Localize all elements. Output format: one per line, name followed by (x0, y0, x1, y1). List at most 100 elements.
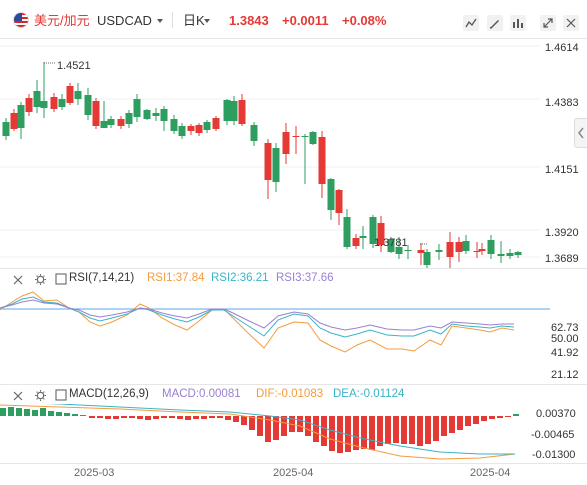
macd-bar (369, 416, 375, 450)
candle-body (178, 126, 186, 136)
candle (230, 96, 238, 125)
candle (282, 123, 290, 164)
chevron-left-icon (578, 127, 584, 139)
macd-bar (457, 416, 463, 430)
candle (212, 116, 220, 131)
gear-icon[interactable] (34, 389, 47, 402)
candle (292, 126, 300, 154)
candle-body (387, 239, 395, 252)
candle-body (152, 113, 160, 116)
period-chevron-down-icon[interactable] (204, 19, 210, 23)
macd-bar (433, 416, 439, 441)
price-change: +0.0011 (282, 13, 329, 28)
fullscreen-icon[interactable] (540, 15, 556, 31)
candle (478, 243, 486, 255)
macd-bar (441, 416, 447, 436)
candlestick-chart[interactable] (0, 39, 587, 269)
indicator-box-icon[interactable] (55, 389, 67, 401)
pair-code[interactable]: USDCAD (97, 13, 152, 28)
candle-body (369, 217, 377, 244)
candle (335, 189, 343, 225)
macd-bar (209, 416, 215, 418)
macd-bar (313, 416, 319, 442)
macd-bar (24, 409, 30, 416)
rsi2-line (0, 296, 515, 338)
candle (10, 109, 18, 131)
candle (100, 101, 108, 128)
more-icon[interactable] (563, 15, 579, 31)
drawing-icon[interactable] (487, 15, 503, 31)
candle-body (272, 148, 280, 182)
candle-body (359, 236, 367, 238)
close-icon[interactable] (12, 390, 24, 402)
macd-tick: 0.00370 (536, 408, 576, 420)
macd-bar (481, 416, 487, 421)
macd-chart[interactable] (0, 404, 587, 464)
candle-body (250, 125, 258, 141)
gear-icon[interactable] (34, 273, 47, 286)
candle-body (50, 97, 58, 109)
candle (170, 115, 178, 134)
period-selector[interactable]: 日K (183, 13, 205, 28)
candle-body (264, 143, 272, 180)
candle-body (327, 179, 335, 210)
candle (195, 123, 203, 136)
macd-bar (297, 416, 303, 432)
chart-style-icon[interactable] (463, 15, 479, 31)
candle-body (404, 250, 412, 251)
macd-bar (385, 416, 391, 444)
candle-body (497, 254, 505, 256)
pair-name[interactable]: 美元/加元 (34, 13, 90, 28)
candle-body (377, 223, 385, 245)
candle-body (301, 136, 309, 137)
candle (446, 232, 454, 269)
rsi3-line (0, 299, 514, 331)
macd-bar (273, 416, 279, 440)
macd-tick: -0.00465 (531, 429, 575, 441)
candle (514, 251, 522, 258)
indicator-icon[interactable] (510, 15, 526, 31)
candle-body (487, 240, 495, 254)
macd-bar (16, 408, 22, 416)
candle (178, 123, 186, 139)
macd-bar (401, 416, 407, 444)
macd-bar (64, 413, 70, 416)
header-divider (0, 38, 587, 39)
rsi-chart[interactable] (0, 288, 587, 384)
macd-bar (161, 416, 167, 418)
candle-body (423, 252, 431, 265)
x-axis-label: 2025-04 (470, 467, 511, 479)
candle-body (170, 119, 178, 131)
candle-body (203, 122, 211, 130)
chevron-down-icon[interactable] (157, 19, 163, 23)
collapse-panel-button[interactable] (574, 118, 587, 148)
candle (395, 237, 403, 259)
candle-body (74, 91, 82, 99)
candle-body (125, 113, 133, 124)
close-icon[interactable] (12, 274, 24, 286)
candle (152, 108, 160, 121)
candle (327, 178, 335, 220)
macd-bar (473, 416, 479, 424)
candle (66, 83, 74, 105)
candle (377, 216, 385, 252)
macd-bar (353, 416, 359, 450)
candle (417, 243, 425, 265)
indicator-box-icon[interactable] (55, 273, 67, 285)
macd-bar (345, 416, 351, 452)
x-axis-label: 2025-03 (74, 467, 115, 479)
macd-bar (505, 416, 511, 417)
candle (92, 98, 100, 129)
candle-body (117, 119, 125, 126)
macd-bar (409, 416, 415, 444)
candle-body (212, 118, 220, 129)
candle-body (473, 251, 481, 252)
macd-bar (281, 416, 287, 436)
macd-bar (80, 415, 86, 416)
macd-bar (89, 416, 95, 418)
candle-body (84, 95, 92, 115)
macd-bar (169, 416, 175, 418)
candle (160, 106, 168, 131)
x-axis-label: 2025-04 (273, 467, 314, 479)
macd-bar (113, 416, 119, 419)
